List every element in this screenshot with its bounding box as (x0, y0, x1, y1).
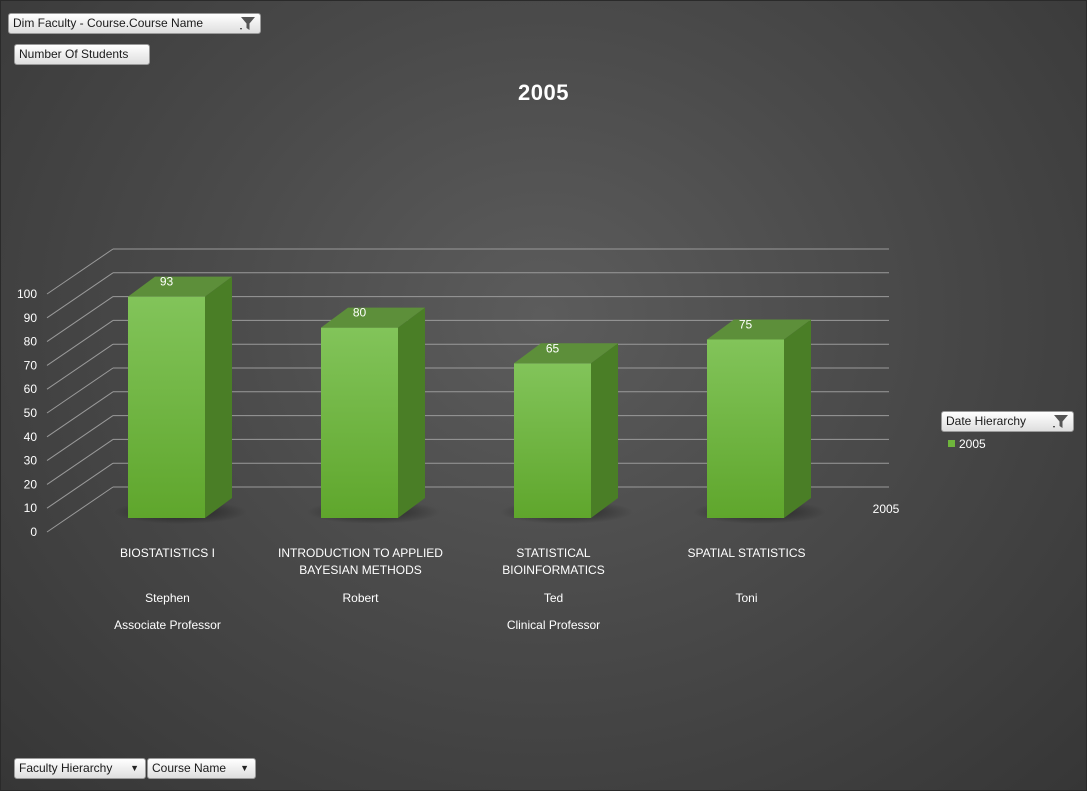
y-tick-label: 40 (24, 430, 38, 444)
course-label: STATISTICAL (516, 546, 591, 560)
faculty-label: Robert (342, 591, 379, 605)
gridline-side (46, 462, 114, 509)
faculty-title-label: Associate Professor (114, 618, 221, 632)
faculty-label: Ted (544, 591, 563, 605)
y-tick-label: 30 (24, 454, 38, 468)
bar-top (514, 343, 618, 364)
course-name-field-button[interactable]: Course Name ▼ (147, 758, 256, 779)
y-tick-label: 70 (24, 358, 38, 372)
bar-side (784, 319, 811, 518)
gridline-side (46, 367, 114, 414)
course-name-label: Course Name (152, 761, 227, 775)
y-tick-label: 80 (24, 335, 38, 349)
bar-side (205, 276, 232, 518)
gridline-side (46, 319, 114, 366)
course-name-filter-label: Dim Faculty - Course.Course Name (13, 16, 204, 30)
filter-icon (1053, 415, 1068, 428)
y-tick-label: 10 (24, 501, 38, 515)
bar (514, 363, 591, 518)
bar-top (707, 319, 811, 340)
bar (128, 296, 205, 518)
y-tick-label: 60 (24, 382, 38, 396)
date-hierarchy-filter-button[interactable]: Date Hierarchy (941, 411, 1074, 432)
y-tick-label: 90 (24, 311, 38, 325)
chevron-down-icon: ▼ (240, 763, 249, 773)
faculty-hierarchy-label: Faculty Hierarchy (19, 761, 113, 775)
filter-icon (240, 17, 255, 30)
number-of-students-field-button[interactable]: Number Of Students (14, 44, 150, 65)
depth-axis-label: 2005 (873, 502, 900, 516)
data-label: 80 (353, 306, 367, 320)
course-label: BIOINFORMATICS (502, 563, 604, 577)
data-label: 75 (739, 318, 753, 332)
faculty-title-label: Clinical Professor (507, 618, 600, 632)
gridline-side (46, 248, 114, 295)
value-field-label: Number Of Students (19, 47, 129, 61)
gridline-side (46, 415, 114, 462)
bar (321, 327, 398, 518)
faculty-label: Toni (735, 591, 757, 605)
faculty-label: Stephen (145, 591, 190, 605)
course-label: SPATIAL STATISTICS (687, 546, 805, 560)
y-tick-label: 0 (30, 525, 37, 539)
faculty-hierarchy-field-button[interactable]: Faculty Hierarchy ▼ (14, 758, 146, 779)
legend-entry-2005: 2005 (948, 437, 986, 451)
course-label: BIOSTATISTICS I (120, 546, 215, 560)
gridline-side (46, 438, 114, 485)
gridline-side (46, 391, 114, 438)
gridline-side (46, 272, 114, 319)
course-name-filter-button[interactable]: Dim Faculty - Course.Course Name (8, 13, 261, 34)
legend-swatch (948, 440, 955, 447)
bar-side (591, 343, 618, 518)
chart-title: 2005 (518, 80, 569, 105)
y-tick-label: 20 (24, 477, 38, 491)
bar-top (321, 307, 425, 328)
legend-entry-label: 2005 (959, 437, 986, 451)
data-label: 65 (546, 341, 560, 355)
gridline-side (46, 343, 114, 390)
bar-side (398, 307, 425, 518)
data-label: 93 (160, 275, 174, 289)
gridline-side (46, 296, 114, 343)
y-tick-label: 50 (24, 406, 38, 420)
course-label: INTRODUCTION TO APPLIED (278, 546, 443, 560)
chevron-down-icon: ▼ (130, 763, 139, 773)
gridline-side (46, 486, 114, 533)
bar (707, 339, 784, 518)
y-tick-label: 100 (17, 287, 37, 301)
date-hierarchy-label: Date Hierarchy (946, 414, 1027, 428)
bar-top (128, 276, 232, 297)
course-label: BAYESIAN METHODS (299, 563, 421, 577)
